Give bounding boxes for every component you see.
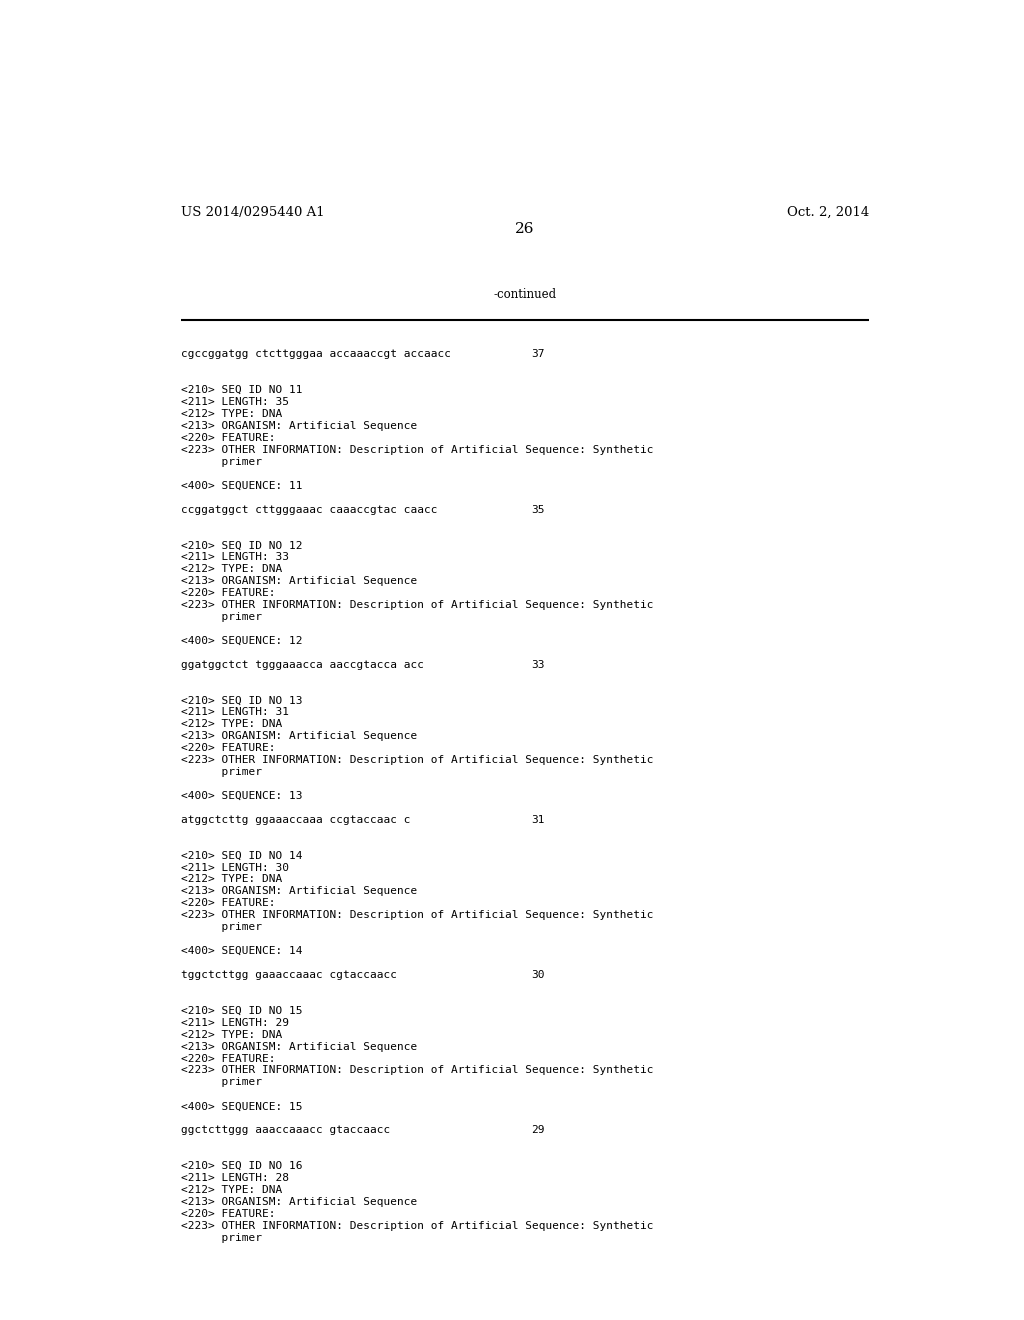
Text: <220> FEATURE:: <220> FEATURE:: [180, 433, 275, 444]
Text: <212> TYPE: DNA: <212> TYPE: DNA: [180, 409, 282, 418]
Text: <220> FEATURE:: <220> FEATURE:: [180, 1209, 275, 1218]
Text: 26: 26: [515, 222, 535, 235]
Text: <211> LENGTH: 29: <211> LENGTH: 29: [180, 1018, 289, 1028]
Text: <400> SEQUENCE: 13: <400> SEQUENCE: 13: [180, 791, 302, 801]
Text: <400> SEQUENCE: 14: <400> SEQUENCE: 14: [180, 946, 302, 956]
Text: <212> TYPE: DNA: <212> TYPE: DNA: [180, 719, 282, 730]
Text: -continued: -continued: [494, 288, 556, 301]
Text: US 2014/0295440 A1: US 2014/0295440 A1: [180, 206, 325, 219]
Text: <211> LENGTH: 31: <211> LENGTH: 31: [180, 708, 289, 717]
Text: 31: 31: [531, 814, 545, 825]
Text: <223> OTHER INFORMATION: Description of Artificial Sequence: Synthetic: <223> OTHER INFORMATION: Description of …: [180, 911, 653, 920]
Text: <210> SEQ ID NO 13: <210> SEQ ID NO 13: [180, 696, 302, 705]
Text: <220> FEATURE:: <220> FEATURE:: [180, 1053, 275, 1064]
Text: <223> OTHER INFORMATION: Description of Artificial Sequence: Synthetic: <223> OTHER INFORMATION: Description of …: [180, 1065, 653, 1076]
Text: <211> LENGTH: 30: <211> LENGTH: 30: [180, 862, 289, 873]
Text: 37: 37: [531, 350, 545, 359]
Text: ggctcttggg aaaccaaacc gtaccaacc: ggctcttggg aaaccaaacc gtaccaacc: [180, 1125, 390, 1135]
Text: primer: primer: [180, 923, 262, 932]
Text: <220> FEATURE:: <220> FEATURE:: [180, 899, 275, 908]
Text: <212> TYPE: DNA: <212> TYPE: DNA: [180, 874, 282, 884]
Text: <213> ORGANISM: Artificial Sequence: <213> ORGANISM: Artificial Sequence: [180, 1197, 417, 1206]
Text: <223> OTHER INFORMATION: Description of Artificial Sequence: Synthetic: <223> OTHER INFORMATION: Description of …: [180, 755, 653, 766]
Text: <400> SEQUENCE: 12: <400> SEQUENCE: 12: [180, 636, 302, 645]
Text: <211> LENGTH: 28: <211> LENGTH: 28: [180, 1173, 289, 1183]
Text: <211> LENGTH: 35: <211> LENGTH: 35: [180, 397, 289, 407]
Text: <400> SEQUENCE: 15: <400> SEQUENCE: 15: [180, 1101, 302, 1111]
Text: <223> OTHER INFORMATION: Description of Artificial Sequence: Synthetic: <223> OTHER INFORMATION: Description of …: [180, 1221, 653, 1230]
Text: 29: 29: [531, 1125, 545, 1135]
Text: 35: 35: [531, 504, 545, 515]
Text: cgccggatgg ctcttgggaa accaaaccgt accaacc: cgccggatgg ctcttgggaa accaaaccgt accaacc: [180, 350, 451, 359]
Text: <212> TYPE: DNA: <212> TYPE: DNA: [180, 1030, 282, 1040]
Text: <400> SEQUENCE: 11: <400> SEQUENCE: 11: [180, 480, 302, 491]
Text: <210> SEQ ID NO 16: <210> SEQ ID NO 16: [180, 1162, 302, 1171]
Text: atggctcttg ggaaaccaaa ccgtaccaac c: atggctcttg ggaaaccaaa ccgtaccaac c: [180, 814, 411, 825]
Text: <213> ORGANISM: Artificial Sequence: <213> ORGANISM: Artificial Sequence: [180, 421, 417, 430]
Text: <210> SEQ ID NO 15: <210> SEQ ID NO 15: [180, 1006, 302, 1016]
Text: <220> FEATURE:: <220> FEATURE:: [180, 589, 275, 598]
Text: <213> ORGANISM: Artificial Sequence: <213> ORGANISM: Artificial Sequence: [180, 1041, 417, 1052]
Text: tggctcttgg gaaaccaaac cgtaccaacc: tggctcttgg gaaaccaaac cgtaccaacc: [180, 970, 396, 979]
Text: 33: 33: [531, 660, 545, 669]
Text: <210> SEQ ID NO 11: <210> SEQ ID NO 11: [180, 385, 302, 395]
Text: primer: primer: [180, 1077, 262, 1088]
Text: Oct. 2, 2014: Oct. 2, 2014: [786, 206, 869, 219]
Text: ccggatggct cttgggaaac caaaccgtac caacc: ccggatggct cttgggaaac caaaccgtac caacc: [180, 504, 437, 515]
Text: <213> ORGANISM: Artificial Sequence: <213> ORGANISM: Artificial Sequence: [180, 887, 417, 896]
Text: <213> ORGANISM: Artificial Sequence: <213> ORGANISM: Artificial Sequence: [180, 731, 417, 742]
Text: ggatggctct tgggaaacca aaccgtacca acc: ggatggctct tgggaaacca aaccgtacca acc: [180, 660, 424, 669]
Text: <212> TYPE: DNA: <212> TYPE: DNA: [180, 564, 282, 574]
Text: <211> LENGTH: 33: <211> LENGTH: 33: [180, 552, 289, 562]
Text: primer: primer: [180, 767, 262, 777]
Text: <212> TYPE: DNA: <212> TYPE: DNA: [180, 1185, 282, 1195]
Text: primer: primer: [180, 1233, 262, 1242]
Text: 30: 30: [531, 970, 545, 979]
Text: <210> SEQ ID NO 12: <210> SEQ ID NO 12: [180, 540, 302, 550]
Text: primer: primer: [180, 457, 262, 467]
Text: <213> ORGANISM: Artificial Sequence: <213> ORGANISM: Artificial Sequence: [180, 576, 417, 586]
Text: primer: primer: [180, 612, 262, 622]
Text: <210> SEQ ID NO 14: <210> SEQ ID NO 14: [180, 850, 302, 861]
Text: <223> OTHER INFORMATION: Description of Artificial Sequence: Synthetic: <223> OTHER INFORMATION: Description of …: [180, 601, 653, 610]
Text: <220> FEATURE:: <220> FEATURE:: [180, 743, 275, 754]
Text: <223> OTHER INFORMATION: Description of Artificial Sequence: Synthetic: <223> OTHER INFORMATION: Description of …: [180, 445, 653, 455]
